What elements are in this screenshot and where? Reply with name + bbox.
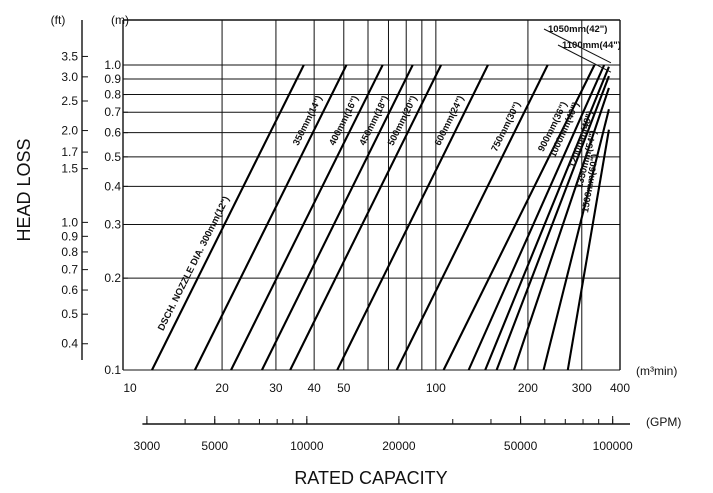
ft-tick-label: 2.0	[61, 124, 78, 138]
ft-tick-label: 0.6	[61, 283, 78, 297]
x-tick-label: 10	[123, 381, 137, 395]
series-line	[495, 75, 610, 371]
ft-tick-label: 0.5	[61, 307, 78, 321]
series-label: 1050mm(42")	[548, 24, 607, 35]
y-axis-title: HEAD LOSS	[14, 138, 34, 241]
leader-line	[543, 28, 612, 64]
ft-tick-label: 3.0	[61, 70, 78, 84]
series-line	[542, 108, 610, 371]
series-line	[151, 64, 305, 371]
x-unit-m3min: (m³min)	[636, 364, 677, 378]
gpm-tick-label: 10000	[290, 439, 324, 453]
y-tick-label: 0.9	[104, 72, 121, 86]
series-lines	[151, 64, 610, 371]
leader-line	[557, 44, 612, 73]
series-line	[260, 64, 414, 371]
ft-tick-label: 0.8	[61, 245, 78, 259]
ft-tick-label: 3.5	[61, 49, 78, 63]
gpm-tick-label: 5000	[201, 439, 228, 453]
ft-tick-label: 0.7	[61, 263, 78, 277]
ft-tick-label: 1.0	[61, 215, 78, 229]
series-line	[512, 87, 610, 371]
x-tick-label: 300	[572, 381, 592, 395]
y-tick-label: 0.2	[104, 271, 121, 285]
x-tick-label: 100	[426, 381, 446, 395]
gpm-tick-label: 100000	[593, 439, 633, 453]
series-line	[289, 64, 443, 371]
y-tick-label: 0.5	[104, 150, 121, 164]
x-tick-label: 30	[269, 381, 283, 395]
x-unit-gpm: (GPM)	[646, 415, 681, 429]
ft-tick-label: 1.5	[61, 162, 78, 176]
y-unit-m: (m)	[111, 13, 129, 27]
y-tick-label: 0.1	[104, 363, 121, 377]
y-tick-label: 0.3	[104, 217, 121, 231]
series-line	[395, 64, 549, 371]
y-tick-label: 0.7	[104, 105, 121, 119]
ft-tick-label: 2.5	[61, 94, 78, 108]
series-line	[467, 64, 606, 371]
x-tick-label: 50	[337, 381, 351, 395]
series-line	[230, 64, 384, 371]
gpm-tick-label: 50000	[504, 439, 538, 453]
ft-tick-label: 0.9	[61, 229, 78, 243]
x-axis-title: RATED CAPACITY	[294, 468, 447, 488]
y-tick-label: 0.6	[104, 126, 121, 140]
series-label: 1100mm(44")	[562, 40, 621, 51]
series-line	[193, 64, 348, 371]
ft-tick-label: 1.7	[61, 145, 78, 159]
series-line	[336, 64, 489, 371]
series-line	[566, 129, 610, 371]
x-tick-label: 400	[610, 381, 630, 395]
x-tick-label: 200	[518, 381, 538, 395]
y-unit-ft: (ft)	[51, 13, 66, 27]
gpm-tick-label: 20000	[382, 439, 416, 453]
tick-labels: 10 20 30 40 50 100 200 300 400 0.1 0.2 0.3 0.4 0.5 0.6…	[61, 49, 633, 453]
x-tick-label: 40	[307, 381, 321, 395]
ft-tick-label: 0.4	[61, 337, 78, 351]
y-tick-label: 0.4	[104, 179, 121, 193]
x-tick-label: 20	[215, 381, 229, 395]
y-tick-label: 1.0	[104, 58, 121, 72]
y-tick-label: 0.8	[104, 88, 121, 102]
series-line	[484, 66, 610, 371]
series-line	[442, 64, 596, 371]
gpm-tick-label: 3000	[134, 439, 161, 453]
series-label: DSCH. NOZZLE DIA. 300mm(12")	[156, 195, 232, 333]
